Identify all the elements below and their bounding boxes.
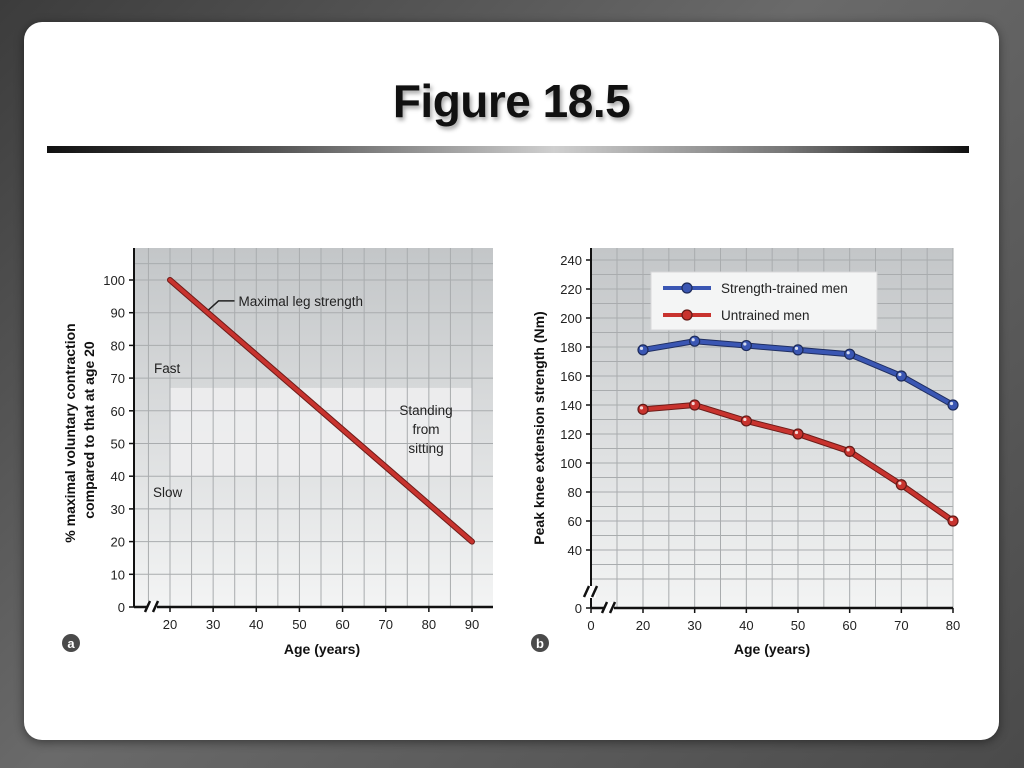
x-tick-label-a: 50 xyxy=(292,617,306,632)
data-point-highlight xyxy=(691,338,695,342)
data-point-untrained xyxy=(792,428,804,440)
x-tick-label-a: 30 xyxy=(206,617,220,632)
y-tick-label-b: 220 xyxy=(560,282,582,297)
y-tick-label-a: 10 xyxy=(111,567,125,582)
axis-break-mark xyxy=(143,600,160,613)
x-tick-label-a: 90 xyxy=(465,617,479,632)
y-axis-title-a-line1: % maximal voluntary contraction xyxy=(62,323,78,542)
series-line-maximal-leg-strength xyxy=(168,278,474,544)
region-label-line: sitting xyxy=(408,441,443,456)
y-tick-label-b: 100 xyxy=(560,456,582,471)
data-point-strength-trained xyxy=(844,348,856,360)
slide-title: Figure 18.5 xyxy=(392,75,631,127)
data-point-highlight xyxy=(743,342,747,346)
y-tick-label-a: 50 xyxy=(111,437,125,452)
x-axis-title-a: Age (years) xyxy=(284,641,360,657)
data-point-highlight xyxy=(949,401,954,406)
y-tick-label-b: 120 xyxy=(560,427,582,442)
legend-label: Untrained men xyxy=(721,308,810,323)
title-divider xyxy=(47,146,969,153)
data-point-untrained xyxy=(895,479,907,491)
data-point-untrained xyxy=(637,403,649,415)
annotation-fast: Fast xyxy=(154,361,181,376)
y-tick-label-b: 160 xyxy=(560,369,582,384)
axis-break-mark xyxy=(582,585,599,598)
data-point-untrained xyxy=(947,515,959,527)
data-point-highlight xyxy=(898,372,902,377)
data-point-strength-trained xyxy=(792,344,804,356)
y-tick-label-a: 30 xyxy=(111,502,125,517)
y-tick-label-a: 100 xyxy=(103,273,125,288)
data-point-highlight xyxy=(794,346,799,350)
y-tick-label-a: 40 xyxy=(111,469,125,484)
panel-label-a: a xyxy=(67,636,75,651)
x-tick-label-b: 60 xyxy=(842,618,856,633)
axis-break-mark xyxy=(600,601,617,614)
y-tick-label-b: 60 xyxy=(568,514,582,529)
axis-break-gap xyxy=(147,601,157,613)
region-label-line: Standing xyxy=(399,403,452,418)
data-point-strength-trained xyxy=(689,335,701,347)
panel-label-b: b xyxy=(536,636,544,651)
legend-swatch-marker xyxy=(681,309,693,321)
y-tick-label-b: 180 xyxy=(560,340,582,355)
x-tick-label-b: 80 xyxy=(946,618,960,633)
y-tick-label-a: 70 xyxy=(111,371,125,386)
chart-b: 0 20 30 40 50 60 70 80 0 40 60 80 100 120 140 160 180 200… xyxy=(531,248,960,657)
x-tick-label-a: 80 xyxy=(422,617,436,632)
x-tick-label-b: 70 xyxy=(894,618,908,633)
axis-break-gap xyxy=(586,586,596,598)
x-tick-label-b: 30 xyxy=(687,618,701,633)
y-tick-label-a: 90 xyxy=(111,306,125,321)
x-tick-label-a: 40 xyxy=(249,617,263,632)
x-axis-title-b: Age (years) xyxy=(734,641,810,657)
y-tick-label-b: 200 xyxy=(560,311,582,326)
y-tick-label-b: 240 xyxy=(560,253,582,268)
label-leader-a xyxy=(208,300,235,311)
data-point-highlight xyxy=(743,417,747,422)
data-point-untrained xyxy=(689,399,701,411)
data-point-strength-trained xyxy=(947,399,959,411)
y-axis-title-b: Peak knee extension strength (Nm) xyxy=(531,311,547,544)
y-tick-label-a: 60 xyxy=(111,404,125,419)
data-point-highlight xyxy=(846,448,850,452)
x-tick-label-b: 40 xyxy=(739,618,753,633)
y-tick-label-b: 140 xyxy=(560,398,582,413)
y-tick-label-a: 20 xyxy=(111,535,125,550)
y-tick-label-a: 80 xyxy=(111,338,125,353)
data-point-highlight xyxy=(639,406,644,410)
x-tick-label-b: 0 xyxy=(587,618,594,633)
x-tick-label-a: 60 xyxy=(335,617,349,632)
legend-swatch-marker xyxy=(681,282,693,294)
data-point-highlight xyxy=(949,517,954,522)
x-tick-label-a: 70 xyxy=(378,617,392,632)
axis-break-gap xyxy=(604,602,614,614)
data-point-highlight xyxy=(898,481,902,485)
data-point-highlight xyxy=(691,401,695,406)
annotation-slow: Slow xyxy=(153,485,183,500)
y-tick-label-b: 80 xyxy=(568,485,582,500)
data-point-strength-trained xyxy=(740,339,752,352)
x-tick-label-a: 20 xyxy=(163,617,177,632)
data-point-highlight xyxy=(794,430,799,435)
y-tick-label-b: 40 xyxy=(568,543,582,558)
panel-label-badge-b xyxy=(531,634,549,652)
chart-a: 20 30 40 50 60 70 80 90 0 10 20 30 40 50 60 70 80 90 100 Ma… xyxy=(62,248,493,657)
series-label-maximal-leg-strength: Maximal leg strength xyxy=(239,294,364,309)
y-axis-title-a-line2: compared to that at age 20 xyxy=(81,341,97,519)
data-point-untrained xyxy=(740,415,752,427)
data-point-highlight xyxy=(846,351,850,355)
panel-label-badge-a xyxy=(62,634,80,652)
x-tick-label-b: 50 xyxy=(791,618,805,633)
data-point-highlight xyxy=(639,346,644,350)
region-label-line: from xyxy=(413,422,440,437)
data-point-untrained xyxy=(844,445,856,457)
x-tick-label-b: 20 xyxy=(636,618,650,633)
y-tick-label-b: 0 xyxy=(575,601,582,616)
y-tick-label-a: 0 xyxy=(118,600,125,615)
legend-label: Strength-trained men xyxy=(721,281,848,296)
data-point-strength-trained xyxy=(637,344,649,356)
data-point-strength-trained xyxy=(895,370,907,382)
